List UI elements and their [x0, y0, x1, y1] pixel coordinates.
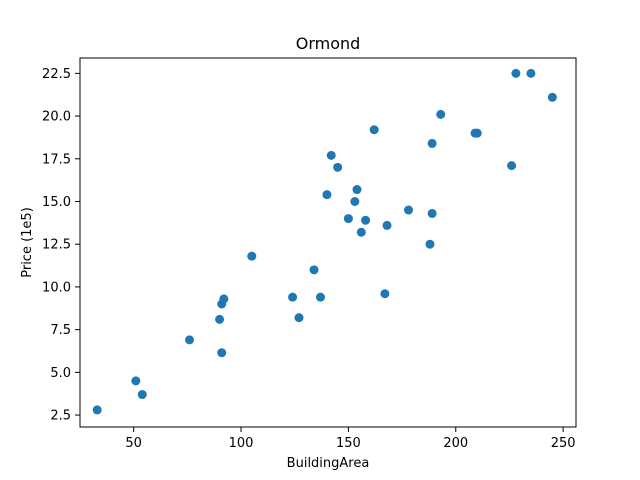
scatter-point [472, 128, 482, 138]
y-axis-ticks: 2.5 5.0 7.5 10.0 12.5 15.0 17.5 20.0 22.5 [42, 67, 80, 424]
y-axis-label: Price (1e5) [20, 207, 35, 278]
scatter-point [217, 348, 227, 358]
scatter-point [427, 138, 437, 148]
scatter-point [369, 125, 379, 135]
scatter-point [92, 405, 102, 415]
scatter-point [247, 251, 257, 261]
x-tick-label: 150 [336, 436, 361, 451]
x-tick-label: 250 [551, 436, 576, 451]
y-tick-label: 17.5 [42, 152, 71, 167]
scatter-point [131, 376, 141, 386]
data-points [92, 68, 557, 415]
y-tick-label: 10.0 [42, 280, 71, 295]
scatter-point [137, 390, 147, 400]
scatter-point [547, 92, 557, 102]
scatter-point [215, 314, 225, 324]
scatter-point [288, 292, 298, 302]
y-tick-label: 2.5 [50, 409, 71, 424]
x-tick-label: 100 [229, 436, 254, 451]
x-axis-label: BuildingArea [287, 456, 370, 471]
scatter-point [356, 227, 366, 237]
scatter-point [326, 150, 336, 160]
scatter-point [507, 161, 517, 171]
scatter-point [425, 239, 435, 249]
x-axis-ticks: 50 100 150 200 250 [125, 427, 576, 451]
scatter-point [185, 335, 195, 345]
x-tick-label: 50 [125, 436, 142, 451]
scatter-point [315, 292, 325, 302]
y-tick-label: 5.0 [50, 366, 71, 381]
scatter-point [309, 265, 319, 275]
scatter-point [404, 205, 414, 215]
scatter-point [436, 109, 446, 119]
chart-title: Ormond [296, 34, 361, 53]
scatter-point [343, 214, 353, 224]
y-tick-label: 7.5 [50, 323, 71, 338]
scatter-point [382, 220, 392, 230]
scatter-point [380, 289, 390, 299]
y-tick-label: 22.5 [42, 67, 71, 82]
plot-frame [79, 57, 577, 428]
scatter-point [427, 208, 437, 218]
y-tick-label: 15.0 [42, 195, 71, 210]
y-tick-label: 20.0 [42, 110, 71, 125]
scatter-point [322, 190, 332, 200]
scatter-point [511, 68, 521, 78]
y-tick-label: 12.5 [42, 238, 71, 253]
scatter-point [219, 294, 229, 304]
x-tick-label: 200 [443, 436, 468, 451]
scatter-point [294, 313, 304, 323]
scatter-point [333, 162, 343, 172]
scatter-point [350, 197, 360, 206]
scatter-point [352, 185, 362, 195]
scatter-point [361, 215, 371, 225]
scatter-point [526, 68, 536, 78]
